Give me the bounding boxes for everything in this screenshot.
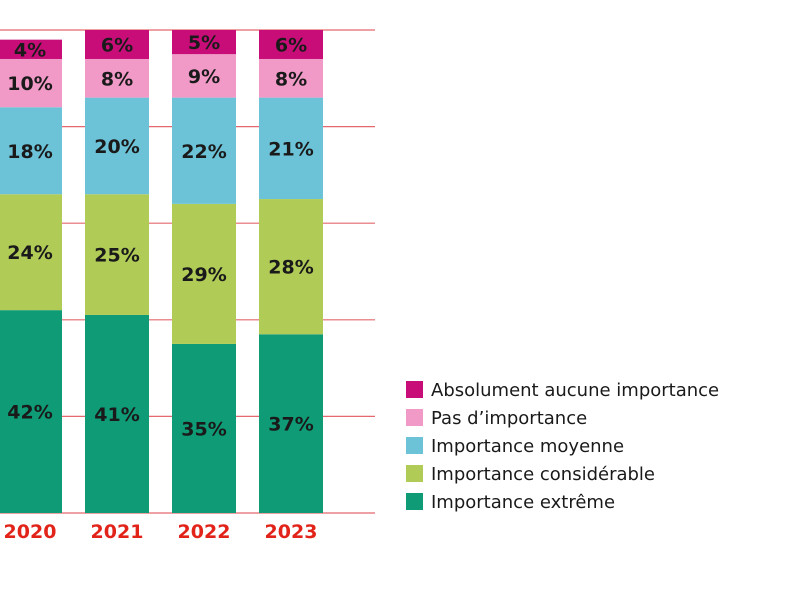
data-label: 35% bbox=[181, 418, 226, 440]
bar-segment-pas-d-importance-2021 bbox=[85, 58, 149, 98]
legend-swatch-importance-moyenne bbox=[406, 437, 423, 454]
bars bbox=[0, 30, 323, 513]
bar-segment-importance-extreme-2020 bbox=[0, 310, 62, 513]
legend-label-importance-extreme: Importance extrême bbox=[431, 492, 615, 513]
data-label: 42% bbox=[7, 402, 52, 424]
legend-label-absolument-aucune-importance: Absolument aucune importance bbox=[431, 380, 719, 401]
bar-segment-importance-considerable-2020 bbox=[0, 194, 62, 311]
data-label: 41% bbox=[94, 404, 139, 426]
legend: Absolument aucune importance Pas d’import… bbox=[406, 380, 719, 513]
bar-segment-absolument-aucune-importance-2021 bbox=[85, 30, 149, 59]
x-tick-label: 2021 bbox=[91, 521, 144, 543]
data-label: 6% bbox=[101, 34, 133, 56]
legend-label-pas-d-importance: Pas d’importance bbox=[431, 408, 587, 429]
data-label: 25% bbox=[94, 245, 139, 267]
bar-segment-absolument-aucune-importance-2020 bbox=[0, 39, 62, 59]
data-label: 22% bbox=[181, 141, 226, 163]
data-label: 28% bbox=[268, 257, 313, 279]
bar-segment-importance-extreme-2021 bbox=[85, 314, 149, 513]
bar-segment-importance-moyenne-2020 bbox=[0, 107, 62, 195]
bar-segment-importance-extreme-2023 bbox=[259, 334, 323, 513]
legend-label-importance-considerable: Importance considérable bbox=[431, 464, 655, 485]
x-tick-label: 2023 bbox=[265, 521, 318, 543]
bar-segment-importance-moyenne-2022 bbox=[172, 97, 236, 204]
legend-swatch-importance-considerable bbox=[406, 465, 423, 482]
bar-segment-pas-d-importance-2023 bbox=[259, 58, 323, 98]
data-label: 10% bbox=[7, 73, 52, 95]
bar-segment-importance-considerable-2023 bbox=[259, 199, 323, 335]
legend-swatch-absolument-aucune-importance bbox=[406, 381, 423, 398]
data-label: 24% bbox=[7, 242, 52, 264]
data-label: 20% bbox=[94, 136, 139, 158]
bar-segment-pas-d-importance-2022 bbox=[172, 54, 236, 98]
bar-segment-absolument-aucune-importance-2022 bbox=[172, 30, 236, 55]
data-label: 21% bbox=[268, 138, 313, 160]
x-axis-ticks: 2020 2021 2022 2023 bbox=[4, 521, 318, 543]
bar-segment-importance-considerable-2022 bbox=[172, 203, 236, 344]
data-label: 37% bbox=[268, 414, 313, 436]
bar-segment-importance-extreme-2022 bbox=[172, 343, 236, 513]
bar-segment-pas-d-importance-2020 bbox=[0, 58, 62, 108]
data-label: 29% bbox=[181, 264, 226, 286]
data-labels: 42% 24% 18% 10% 4% 41% 25% 20% 8% 6% 35% 29% 22% 9% 5%… bbox=[7, 32, 313, 440]
legend-label-importance-moyenne: Importance moyenne bbox=[431, 436, 624, 457]
data-label: 18% bbox=[7, 141, 52, 163]
data-label: 8% bbox=[275, 68, 307, 90]
bar-segment-importance-considerable-2021 bbox=[85, 194, 149, 315]
legend-swatch-pas-d-importance bbox=[406, 409, 423, 426]
bar-segment-importance-moyenne-2021 bbox=[85, 97, 149, 195]
data-label: 6% bbox=[275, 34, 307, 56]
data-label: 8% bbox=[101, 68, 133, 90]
x-tick-label: 2022 bbox=[178, 521, 231, 543]
x-tick-label: 2020 bbox=[4, 521, 57, 543]
bar-segment-importance-moyenne-2023 bbox=[259, 97, 323, 200]
bar-segment-absolument-aucune-importance-2023 bbox=[259, 30, 323, 59]
data-label: 9% bbox=[188, 66, 220, 88]
legend-swatch-importance-extreme bbox=[406, 493, 423, 510]
data-label: 5% bbox=[188, 32, 220, 54]
data-label: 4% bbox=[14, 39, 46, 61]
